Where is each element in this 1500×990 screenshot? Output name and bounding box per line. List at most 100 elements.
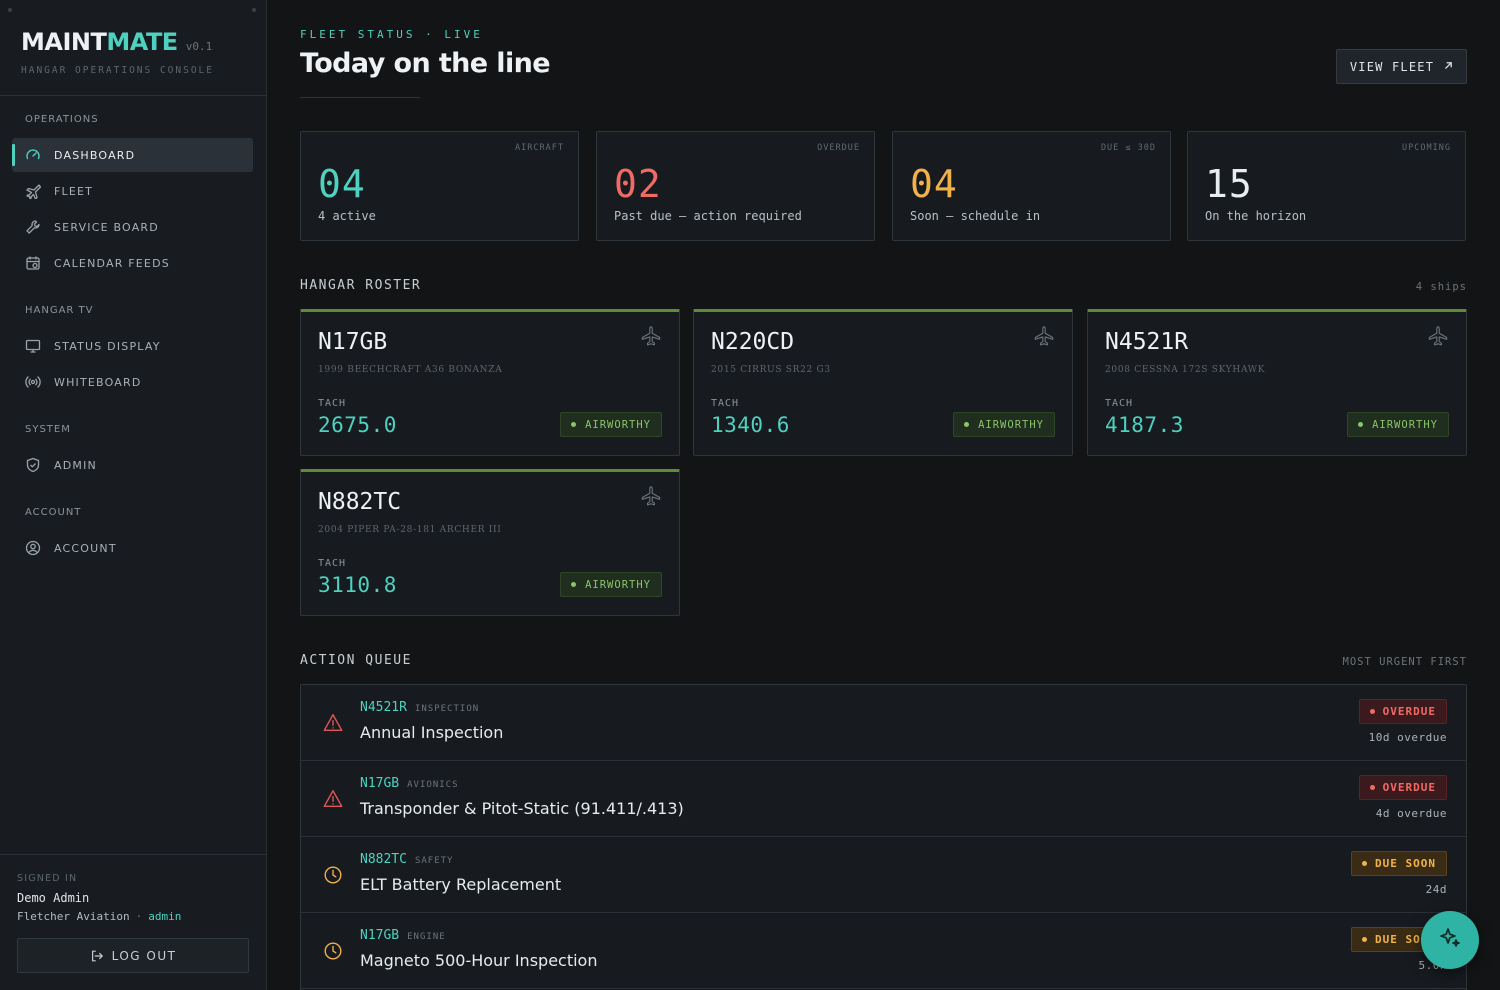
gauge-icon bbox=[25, 147, 41, 163]
queue-sort-label: MOST URGENT FIRST bbox=[1342, 656, 1467, 668]
sidebar: MAINT MATE v0.1 HANGAR OPERATIONS CONSOLE… bbox=[0, 0, 267, 990]
org-name: Fletcher Aviation bbox=[17, 910, 130, 923]
queue-item-registration[interactable]: N17GB bbox=[360, 776, 400, 791]
plane-icon bbox=[640, 325, 662, 347]
sidebar-item-label: STATUS DISPLAY bbox=[54, 339, 161, 353]
sidebar-item-account[interactable]: ACCOUNT bbox=[12, 531, 253, 565]
warning-triangle-icon bbox=[322, 712, 344, 734]
wrench-icon bbox=[25, 219, 41, 235]
aircraft-card[interactable]: N17GB 1999 BEECHCRAFT A36 BONANZA TACH 2… bbox=[300, 309, 680, 456]
queue-item-title: ELT Battery Replacement bbox=[360, 875, 562, 894]
aircraft-description: 2015 CIRRUS SR22 G3 bbox=[711, 365, 831, 375]
clock-icon bbox=[322, 864, 344, 886]
main-content: FLEET STATUS · LIVE Today on the line VI… bbox=[267, 0, 1500, 990]
brand-logo[interactable]: MAINT MATE v0.1 bbox=[21, 28, 212, 56]
user-org: Fletcher Aviation · admin bbox=[17, 910, 181, 923]
sidebar-item-service-board[interactable]: SERVICE BOARD bbox=[12, 210, 253, 244]
broadcast-icon bbox=[25, 374, 41, 390]
tach-value: 3110.8 bbox=[318, 573, 397, 597]
queue-item-registration[interactable]: N17GB bbox=[360, 928, 400, 943]
sidebar-item-whiteboard[interactable]: WHITEBOARD bbox=[12, 365, 253, 399]
sidebar-item-calendar-feeds[interactable]: CALENDAR FEEDS bbox=[12, 246, 253, 280]
view-fleet-label: VIEW FLEET bbox=[1349, 59, 1435, 74]
app-version: v0.1 bbox=[185, 40, 213, 53]
divider bbox=[0, 854, 266, 855]
window-dot bbox=[252, 8, 256, 12]
user-role[interactable]: admin bbox=[148, 910, 182, 923]
status-dot bbox=[571, 582, 577, 587]
page-title: Today on the line bbox=[300, 48, 551, 79]
queue-item[interactable]: N882TC SAFETY ELT Battery Replacement DUE… bbox=[301, 837, 1466, 913]
logout-button[interactable]: LOG OUT bbox=[17, 938, 249, 973]
kpi-card-overdue[interactable]: OVERDUE 02 Past due — action required bbox=[596, 131, 875, 241]
aircraft-card[interactable]: N4521R 2008 CESSNA 172S SKYHAWK TACH 418… bbox=[1087, 309, 1467, 456]
status-badge: OVERDUE bbox=[1358, 699, 1447, 724]
nav-section-label: OPERATIONS bbox=[25, 114, 99, 125]
aircraft-card[interactable]: N882TC 2004 PIPER PA-28-181 ARCHER III T… bbox=[300, 469, 680, 616]
kpi-value: 04 bbox=[318, 162, 366, 206]
kpi-subtitle: On the horizon bbox=[1205, 209, 1307, 223]
section-title-roster: HANGAR ROSTER bbox=[300, 278, 422, 293]
user-name: Demo Admin bbox=[17, 891, 90, 905]
queue-item-header: N4521R INSPECTION bbox=[360, 700, 479, 715]
queue-item-header: N882TC SAFETY bbox=[360, 852, 453, 867]
aircraft-description: 1999 BEECHCRAFT A36 BONANZA bbox=[318, 365, 503, 375]
queue-item[interactable]: N17GB ENGINE Magneto 500-Hour Inspection … bbox=[301, 913, 1466, 989]
arrow-up-right-icon bbox=[1444, 60, 1453, 73]
status-label: OVERDUE bbox=[1382, 705, 1436, 718]
queue-item-registration[interactable]: N4521R bbox=[360, 700, 407, 715]
status-label: OVERDUE bbox=[1382, 781, 1436, 794]
status-dot bbox=[1358, 422, 1364, 427]
status-badge: OVERDUE bbox=[1358, 775, 1447, 800]
aircraft-registration: N220CD bbox=[711, 329, 795, 355]
plane-icon bbox=[25, 183, 41, 199]
roster-count: 4 ships bbox=[1415, 281, 1467, 293]
kpi-card-aircraft[interactable]: AIRCRAFT 04 4 active bbox=[300, 131, 579, 241]
status-dot bbox=[571, 422, 577, 427]
queue-item-title: Annual Inspection bbox=[360, 723, 504, 742]
window-dot bbox=[8, 8, 12, 12]
queue-item-category: ENGINE bbox=[407, 932, 446, 942]
sidebar-item-label: SERVICE BOARD bbox=[54, 220, 159, 234]
aircraft-description: 2008 CESSNA 172S SKYHAWK bbox=[1105, 365, 1266, 375]
divider bbox=[300, 97, 420, 98]
status-dot bbox=[1369, 709, 1375, 714]
sidebar-item-admin[interactable]: ADMIN bbox=[12, 448, 253, 482]
queue-item-registration[interactable]: N882TC bbox=[360, 852, 407, 867]
kpi-value: 15 bbox=[1205, 162, 1253, 206]
sidebar-item-label: FLEET bbox=[54, 184, 94, 198]
aircraft-registration: N17GB bbox=[318, 329, 388, 355]
section-title-queue: ACTION QUEUE bbox=[300, 653, 412, 668]
queue-item-category: SAFETY bbox=[414, 856, 454, 866]
status-label: AIRWORTHY bbox=[978, 418, 1044, 431]
aircraft-description: 2004 PIPER PA-28-181 ARCHER III bbox=[318, 525, 502, 535]
kpi-tag: OVERDUE bbox=[817, 143, 860, 153]
kpi-subtitle: 4 active bbox=[318, 209, 376, 223]
action-queue-list: N4521R INSPECTION Annual Inspection OVERD… bbox=[300, 684, 1467, 990]
kpi-card-upcoming[interactable]: UPCOMING 15 On the horizon bbox=[1187, 131, 1466, 241]
nav-section-label: SYSTEM bbox=[25, 424, 71, 435]
sidebar-item-fleet[interactable]: FLEET bbox=[12, 174, 253, 208]
sidebar-item-status-display[interactable]: STATUS DISPLAY bbox=[12, 329, 253, 363]
tach-value: 2675.0 bbox=[318, 413, 397, 437]
sidebar-item-label: CALENDAR FEEDS bbox=[54, 256, 170, 270]
queue-item[interactable]: N4521R INSPECTION Annual Inspection OVERD… bbox=[301, 685, 1466, 761]
kpi-value: 04 bbox=[910, 162, 958, 206]
plane-icon bbox=[1427, 325, 1449, 347]
signed-in-label: SIGNED IN bbox=[17, 873, 78, 884]
sidebar-item-dashboard[interactable]: DASHBOARD bbox=[12, 138, 253, 172]
status-badge: AIRWORTHY bbox=[560, 412, 662, 437]
view-fleet-button[interactable]: VIEW FLEET bbox=[1336, 49, 1467, 84]
queue-item-category: INSPECTION bbox=[414, 704, 480, 714]
tach-value: 1340.6 bbox=[711, 413, 790, 437]
queue-item-due: 4d overdue bbox=[1375, 807, 1447, 820]
queue-item[interactable]: N17GB AVIONICS Transponder & Pitot-Static… bbox=[301, 761, 1466, 837]
aircraft-card[interactable]: N220CD 2015 CIRRUS SR22 G3 TACH 1340.6 A… bbox=[693, 309, 1073, 456]
kpi-card-due-soon[interactable]: DUE ≤ 30D 04 Soon — schedule in bbox=[892, 131, 1171, 241]
plane-icon bbox=[640, 485, 662, 507]
assistant-fab-button[interactable] bbox=[1421, 911, 1479, 969]
clock-icon bbox=[322, 940, 344, 962]
tach-label: TACH bbox=[318, 398, 347, 409]
kpi-value: 02 bbox=[614, 162, 662, 206]
logout-label: LOG OUT bbox=[111, 948, 177, 963]
